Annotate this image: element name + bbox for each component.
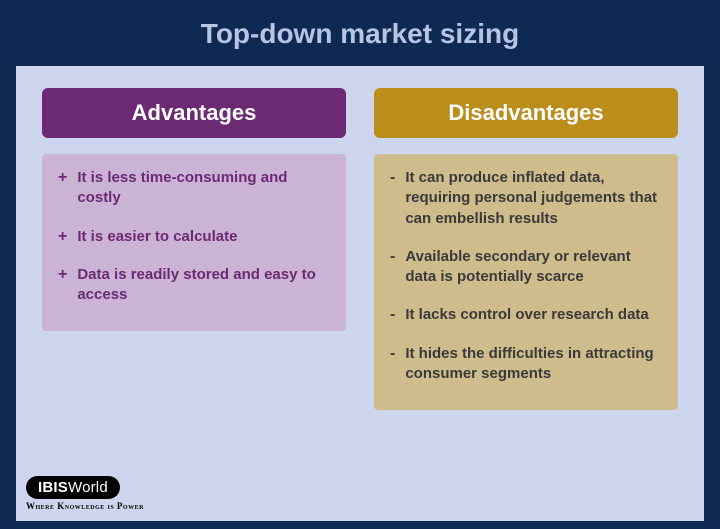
item-text: Data is readily stored and easy to acces… (77, 265, 330, 306)
plus-icon: + (58, 265, 67, 284)
minus-icon: - (390, 305, 395, 324)
list-item: + Data is readily stored and easy to acc… (58, 265, 330, 306)
logo-pill: IBISWorld (26, 476, 120, 499)
minus-icon: - (390, 168, 395, 187)
page-title: Top-down market sizing (0, 0, 720, 64)
item-text: Available secondary or relevant data is … (405, 247, 662, 288)
brand-logo: IBISWorld Where Knowledge is Power (26, 476, 144, 511)
list-item: + It is less time-consuming and costly (58, 168, 330, 209)
logo-bold: IBIS (38, 479, 68, 496)
logo-tagline: Where Knowledge is Power (26, 501, 144, 511)
disadvantages-header: Disadvantages (374, 88, 678, 138)
disadvantages-column: Disadvantages - It can produce inflated … (374, 88, 678, 410)
item-text: It is easier to calculate (77, 227, 237, 247)
list-item: - Available secondary or relevant data i… (390, 247, 662, 288)
plus-icon: + (58, 227, 67, 246)
columns: Advantages + It is less time-consuming a… (16, 66, 704, 410)
list-item: - It can produce inflated data, requirin… (390, 168, 662, 229)
logo-light: World (68, 479, 108, 496)
disadvantages-body: - It can produce inflated data, requirin… (374, 154, 678, 410)
minus-icon: - (390, 247, 395, 266)
item-text: It can produce inflated data, requiring … (405, 168, 662, 229)
advantages-header: Advantages (42, 88, 346, 138)
advantages-body: + It is less time-consuming and costly +… (42, 154, 346, 331)
list-item: + It is easier to calculate (58, 227, 330, 247)
infographic-frame: Top-down market sizing Advantages + It i… (0, 0, 720, 529)
list-item: - It lacks control over research data (390, 305, 662, 325)
item-text: It hides the difficulties in attracting … (405, 344, 662, 385)
plus-icon: + (58, 168, 67, 187)
list-item: - It hides the difficulties in attractin… (390, 344, 662, 385)
content-panel: Advantages + It is less time-consuming a… (16, 66, 704, 521)
item-text: It lacks control over research data (405, 305, 648, 325)
item-text: It is less time-consuming and costly (77, 168, 330, 209)
advantages-column: Advantages + It is less time-consuming a… (42, 88, 346, 410)
minus-icon: - (390, 344, 395, 363)
